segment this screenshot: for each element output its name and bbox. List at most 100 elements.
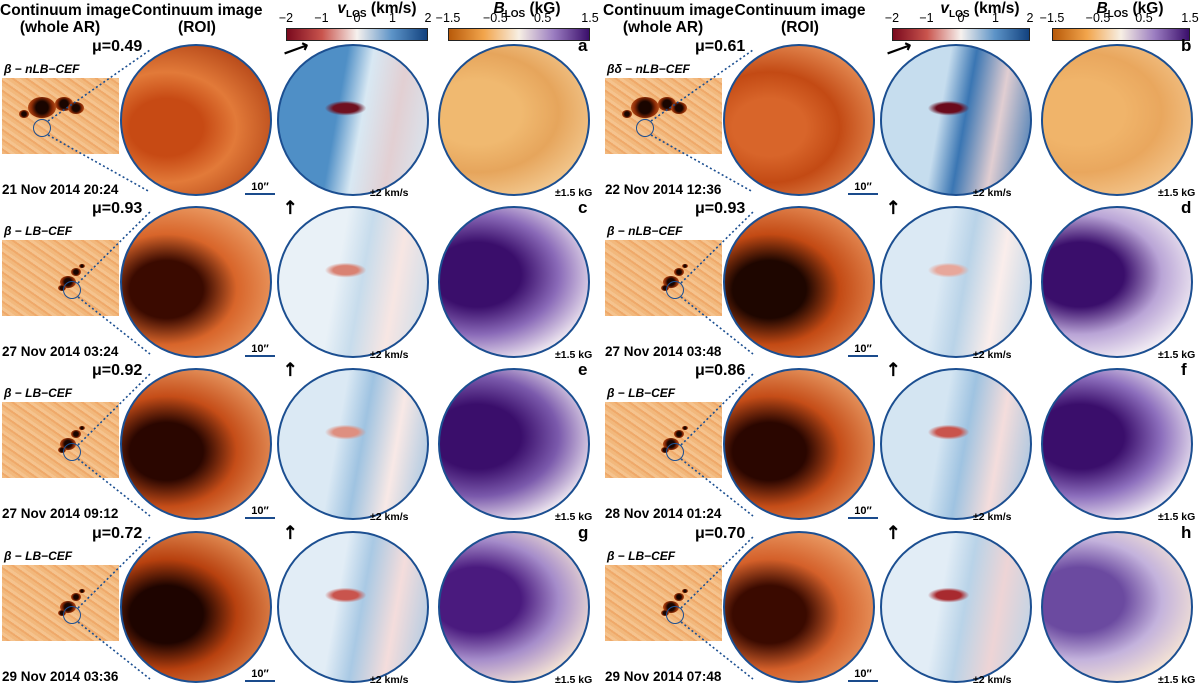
vlos-colorbar-left — [286, 28, 428, 41]
colorbar-tick-label: 0 — [957, 11, 965, 25]
vlos-range-label: ±2 km/s — [370, 674, 409, 686]
sunspot-blob — [622, 110, 632, 118]
mu-value: μ=0.86 — [695, 362, 746, 379]
blos-map-circle — [1041, 206, 1193, 358]
observation-date: 29 Nov 2014 03:36 — [2, 669, 119, 684]
colorbar-tick-label: −1 — [919, 11, 934, 25]
scale-bar-line — [848, 355, 878, 357]
panel-letter: g — [578, 523, 589, 542]
observation-date: 27 Nov 2014 03:48 — [605, 344, 722, 359]
blos-map-circle — [438, 206, 590, 358]
roi-continuum-circle — [723, 44, 875, 196]
observation-date: 28 Nov 2014 01:24 — [605, 506, 722, 521]
sunspot-type-label: β − nLB−CEF — [607, 224, 683, 238]
header-whole-ar-left: Continuum image (whole AR) — [0, 2, 131, 36]
colorbar-tick-label: −1.5 — [435, 11, 461, 25]
sunspot-blob — [68, 101, 84, 114]
sunspot-type-label: β − LB−CEF — [4, 386, 73, 400]
vlos-colorbar-right — [892, 28, 1030, 41]
mu-value: μ=0.93 — [695, 200, 746, 217]
blos-range-label: ±1.5 kG — [1158, 674, 1196, 686]
sunspot-blob — [71, 268, 81, 276]
header-roi-left: Continuum image (ROI) — [131, 2, 263, 36]
panel-letter: e — [578, 360, 588, 379]
blos-map-circle — [438, 44, 590, 196]
roi-continuum-circle — [723, 368, 875, 520]
blos-colorbar-left — [448, 28, 590, 41]
roi-continuum-circle — [723, 206, 875, 358]
roi-marker-circle — [636, 119, 654, 137]
scale-bar-line — [848, 193, 878, 195]
direction-arrow-icon: ↖ — [881, 519, 906, 545]
direction-arrow-icon: ⟶ — [883, 35, 915, 63]
scale-bar-line — [245, 517, 275, 519]
scale-bar-label: 10′′ — [251, 668, 269, 680]
observation-date: 21 Nov 2014 20:24 — [2, 182, 119, 197]
blos-map-circle — [1041, 531, 1193, 683]
whole-ar-thumbnail — [605, 78, 722, 154]
scale-bar: 10′′ — [243, 668, 277, 682]
scale-bar: 10′′ — [846, 668, 880, 682]
sunspot-blob — [674, 430, 684, 438]
colorbar-tick-label: −1 — [314, 11, 329, 25]
sunspot-blob — [631, 97, 659, 119]
sunspot-blob — [58, 609, 66, 616]
vlos-map-circle — [277, 206, 429, 358]
vlos-range-label: ±2 km/s — [973, 674, 1012, 686]
roi-marker-circle — [666, 606, 684, 624]
direction-arrow-icon: ↖ — [278, 194, 303, 220]
header-whole-ar-right: Continuum image (whole AR) — [603, 2, 734, 36]
sunspot-blob — [661, 284, 669, 291]
roi-continuum-circle — [723, 531, 875, 683]
sunspot-blob — [19, 110, 29, 118]
vlos-range-label: ±2 km/s — [370, 187, 409, 199]
colorbar-tick-label: −1.5 — [1039, 11, 1065, 25]
vlos-map-circle — [880, 44, 1032, 196]
direction-arrow-icon: ↖ — [278, 519, 303, 545]
sunspot-blob — [79, 588, 85, 594]
vlos-range-label: ±2 km/s — [370, 349, 409, 361]
observation-date: 27 Nov 2014 09:12 — [2, 506, 119, 521]
sunspot-type-label: β − LB−CEF — [4, 549, 73, 563]
vlos-range-label: ±2 km/s — [973, 349, 1012, 361]
sunspot-blob — [71, 430, 81, 438]
mu-value: μ=0.61 — [695, 38, 746, 55]
sunspot-type-label: β − nLB−CEF — [4, 62, 80, 76]
scale-bar-line — [848, 680, 878, 682]
observation-date: 27 Nov 2014 03:24 — [2, 344, 119, 359]
header-vlos-right: vLOS (km/s) — [940, 0, 1020, 21]
sunspot-blob — [661, 609, 669, 616]
whole-ar-thumbnail — [2, 402, 119, 478]
blos-range-label: ±1.5 kG — [555, 349, 593, 361]
colorbar-tick-label: 2 — [1026, 11, 1034, 25]
blos-range-label: ±1.5 kG — [1158, 511, 1196, 523]
scale-bar: 10′′ — [243, 343, 277, 357]
whole-ar-thumbnail — [2, 240, 119, 316]
sunspot-blob — [28, 97, 56, 119]
vlos-range-label: ±2 km/s — [973, 187, 1012, 199]
observation-date: 22 Nov 2014 12:36 — [605, 182, 722, 197]
sunspot-blob — [79, 263, 85, 269]
colorbar-tick-label: 1 — [389, 11, 396, 25]
colorbar-tick-label: 1.5 — [581, 11, 599, 25]
blos-range-label: ±1.5 kG — [555, 187, 593, 199]
header-blos-right: BLOS (kG) — [1096, 0, 1164, 21]
roi-marker-circle — [666, 281, 684, 299]
direction-arrow-icon: ↖ — [881, 356, 906, 382]
sunspot-blob — [71, 593, 81, 601]
panel-letter: d — [1181, 198, 1192, 217]
blos-range-label: ±1.5 kG — [555, 674, 593, 686]
sunspot-blob — [674, 593, 684, 601]
roi-continuum-circle — [120, 44, 272, 196]
whole-ar-thumbnail — [605, 565, 722, 641]
scale-bar: 10′′ — [243, 505, 277, 519]
scale-bar-line — [245, 355, 275, 357]
colorbar-tick-label: −2 — [278, 11, 294, 25]
colorbar-tick-label: 0.5 — [533, 11, 552, 25]
colorbar-tick-label: 0.5 — [1135, 11, 1153, 25]
mu-value: μ=0.92 — [92, 362, 143, 379]
roi-marker-circle — [63, 606, 81, 624]
scale-bar-label: 10′′ — [854, 343, 872, 355]
roi-marker-circle — [666, 443, 684, 461]
scale-bar: 10′′ — [846, 343, 880, 357]
